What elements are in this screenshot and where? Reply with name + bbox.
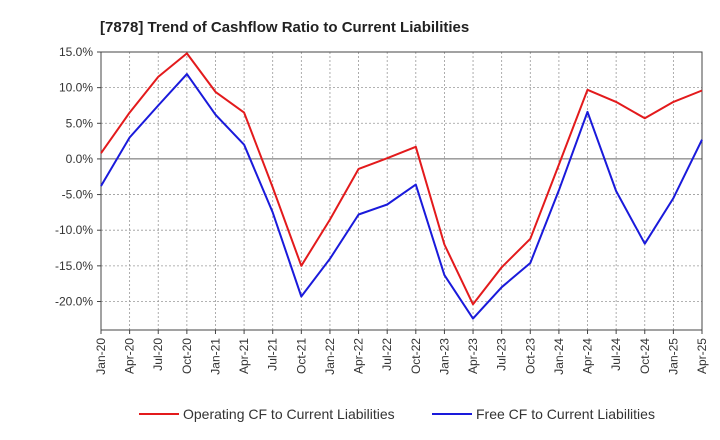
y-tick-label-6: -15.0%: [55, 259, 93, 273]
x-tick-label-11: Oct-22: [409, 338, 423, 374]
x-tick-label-5: Apr-21: [237, 338, 251, 374]
x-tick-label-10: Jul-22: [380, 338, 394, 371]
x-tick-label-19: Oct-24: [638, 338, 652, 374]
series-line-0: [100, 52, 703, 306]
y-tick-label-4: -5.0%: [62, 188, 94, 202]
x-tick-label-2: Jul-20: [151, 338, 165, 371]
x-tick-label-16: Jan-24: [552, 338, 566, 375]
y-tick-label-1: 10.0%: [59, 81, 93, 95]
chart-title: [7878] Trend of Cashflow Ratio to Curren…: [100, 19, 469, 36]
x-tick-label-15: Oct-23: [523, 338, 537, 374]
y-tick-label-7: -20.0%: [55, 294, 93, 308]
legend-label-free-cf: Free CF to Current Liabilities: [476, 406, 655, 422]
x-tick-label-14: Jul-23: [495, 338, 509, 371]
x-tick-label-17: Apr-24: [581, 338, 595, 374]
series-line-1: [100, 73, 703, 320]
x-tick-label-12: Jan-23: [437, 338, 451, 375]
y-tick-label-2: 5.0%: [66, 116, 94, 130]
x-axis: Jan-20 Apr-20 Jul-20 Oct-20 Jan-21 Apr-21 Jul-…: [94, 330, 709, 375]
x-tick-label-13: Apr-23: [466, 338, 480, 374]
plot-frame: [100, 51, 703, 331]
y-tick-label-0: 15.0%: [59, 45, 93, 59]
series-lines: [100, 52, 703, 320]
grid: [100, 51, 703, 330]
x-tick-label-1: Apr-20: [123, 338, 137, 374]
x-tick-label-3: Oct-20: [180, 338, 194, 374]
x-tick-label-4: Jan-21: [208, 338, 222, 375]
x-tick-label-8: Jan-22: [323, 338, 337, 375]
y-axis: 15.0% 10.0% 5.0% 0.0% -5.0% -10.0% -15.0% -20.0…: [55, 45, 101, 308]
x-tick-label-20: Jan-25: [666, 338, 680, 375]
x-tick-label-6: Jul-21: [266, 338, 280, 371]
legend-label-operating-cf: Operating CF to Current Liabilities: [183, 406, 395, 422]
x-tick-label-0: Jan-20: [94, 338, 108, 375]
x-tick-label-18: Jul-24: [609, 338, 623, 371]
y-tick-label-3: 0.0%: [66, 152, 94, 166]
legend: Operating CF to Current Liabilities Free…: [139, 406, 655, 422]
y-tick-label-5: -10.0%: [55, 223, 93, 237]
x-tick-label-21: Apr-25: [695, 338, 709, 374]
x-tick-label-7: Oct-21: [294, 338, 308, 374]
x-tick-label-9: Apr-22: [352, 338, 366, 374]
